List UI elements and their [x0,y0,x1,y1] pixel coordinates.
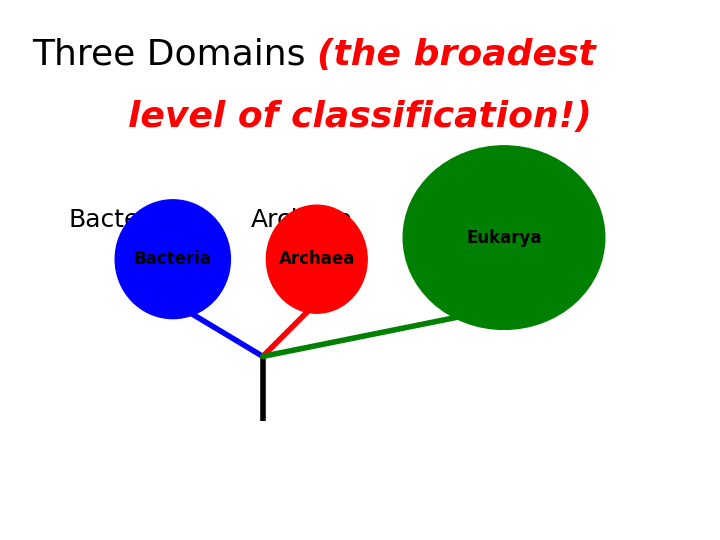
Text: Bacteria: Bacteria [134,250,212,268]
Text: Archaea: Archaea [279,250,355,268]
Text: Eukarya: Eukarya [468,208,569,232]
Text: Bacteria: Bacteria [68,208,172,232]
Ellipse shape [403,146,605,329]
Text: Three Domains: Three Domains [32,38,317,72]
Text: (the broadest: (the broadest [317,38,595,72]
Text: level of classification!): level of classification!) [128,100,592,134]
Text: Eukarya: Eukarya [467,228,541,247]
Text: Archaea: Archaea [251,208,354,232]
Ellipse shape [115,200,230,319]
Ellipse shape [266,205,367,313]
